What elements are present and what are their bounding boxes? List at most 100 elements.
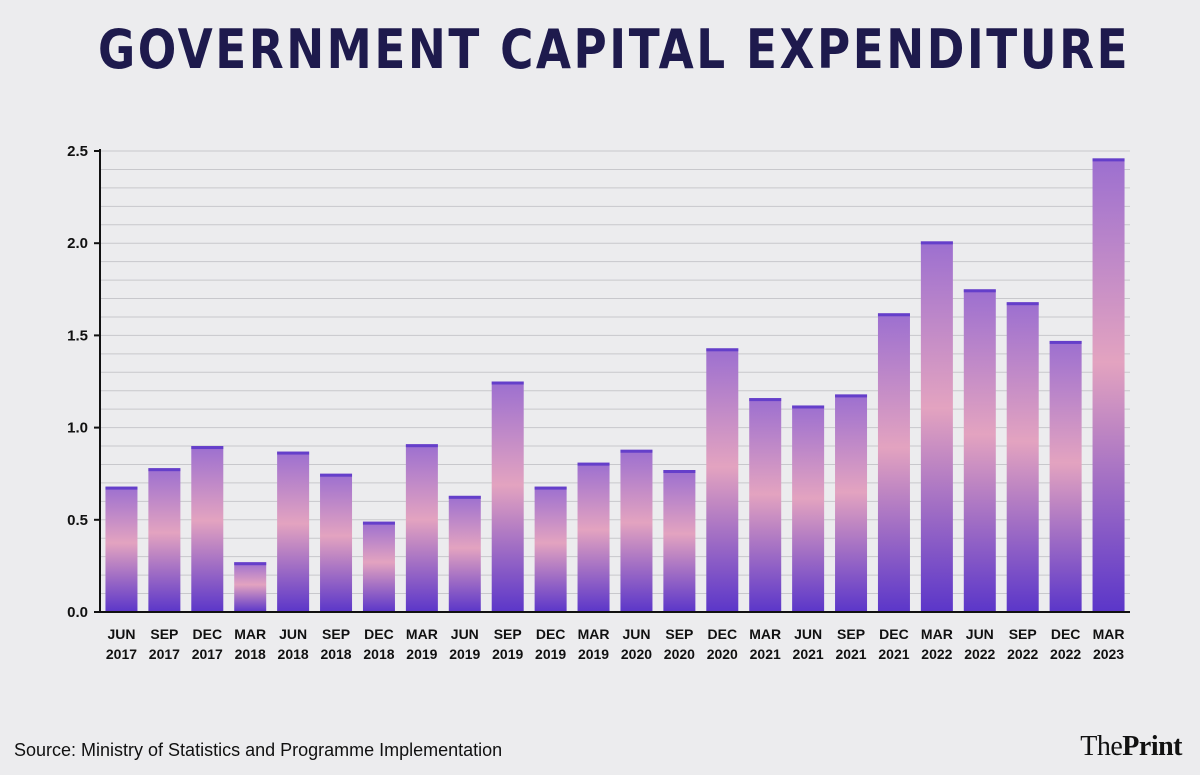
y-tick-label: 1.5 xyxy=(67,327,88,344)
bar-cap xyxy=(920,241,953,245)
x-tick-label-month: SEP xyxy=(665,626,693,642)
bar-cap xyxy=(749,398,782,402)
bar-cap xyxy=(877,313,910,317)
x-tick-label-month: MAR xyxy=(921,626,953,642)
x-tick-label-year: 2018 xyxy=(363,646,394,662)
x-tick-label-year: 2019 xyxy=(449,646,480,662)
x-tick-label-month: MAR xyxy=(578,626,610,642)
bar-cap xyxy=(448,495,481,499)
bar-cap xyxy=(491,381,524,385)
bar-cap xyxy=(320,473,353,477)
bar-cap xyxy=(792,405,825,409)
x-tick-label-year: 2021 xyxy=(835,646,866,662)
bar-cap xyxy=(148,468,181,472)
x-tick-label-year: 2018 xyxy=(278,646,309,662)
x-tick-label-month: MAR xyxy=(406,626,438,642)
x-tick-label-year: 2017 xyxy=(192,646,223,662)
bar xyxy=(877,313,910,612)
x-tick-label-year: 2017 xyxy=(149,646,180,662)
bar xyxy=(405,444,438,612)
bar xyxy=(963,289,996,612)
bar xyxy=(706,348,739,612)
bar xyxy=(191,446,224,612)
bar xyxy=(1092,158,1125,612)
x-tick-label-year: 2023 xyxy=(1093,646,1124,662)
brand-prefix: The xyxy=(1080,731,1123,762)
bar xyxy=(663,470,696,612)
bar xyxy=(448,495,481,612)
bar xyxy=(577,462,610,612)
bar-cap xyxy=(277,451,310,455)
chart-title: GOVERNMENT CAPITAL EXPENDITURE xyxy=(98,18,1131,81)
brand-logo: ThePrint xyxy=(1080,731,1182,763)
x-tick-label-month: JUN xyxy=(107,626,135,642)
x-tick-label-month: JUN xyxy=(279,626,307,642)
brand-main: Print xyxy=(1122,731,1182,762)
x-tick-label-year: 2019 xyxy=(578,646,609,662)
tick-labels: 0.0 0.5 1.0 1.5 2.0 2.5 JUN 2017 SEP 2017 DEC 2017 M… xyxy=(67,143,1124,662)
y-tick-label: 1.0 xyxy=(67,420,88,437)
bar xyxy=(835,394,868,612)
bar-cap xyxy=(405,444,438,448)
x-tick-label-month: MAR xyxy=(1093,626,1125,642)
gridlines xyxy=(100,150,1130,613)
bar-cap xyxy=(534,486,567,490)
x-tick-label-year: 2022 xyxy=(964,646,995,662)
x-tick-label-month: JUN xyxy=(451,626,479,642)
bar xyxy=(105,486,138,612)
x-tick-label-year: 2022 xyxy=(1050,646,1081,662)
x-tick-label-year: 2020 xyxy=(707,646,738,662)
x-tick-label-month: SEP xyxy=(494,626,522,642)
bar-cap xyxy=(105,486,138,490)
bar xyxy=(277,451,310,612)
x-tick-label-year: 2020 xyxy=(621,646,652,662)
bars xyxy=(105,158,1125,612)
bar xyxy=(620,449,653,612)
bar xyxy=(1006,302,1039,612)
x-tick-label-year: 2022 xyxy=(1007,646,1038,662)
x-tick-label-year: 2019 xyxy=(535,646,566,662)
x-tick-label-month: JUN xyxy=(794,626,822,642)
bar-cap xyxy=(362,521,395,525)
y-tick-label: 0.5 xyxy=(67,512,88,529)
x-tick-label-month: DEC xyxy=(708,626,738,642)
bar-cap xyxy=(1006,302,1039,306)
bar xyxy=(920,241,953,612)
bar xyxy=(792,405,825,612)
x-tick-label-month: DEC xyxy=(1051,626,1081,642)
x-tick-label-month: SEP xyxy=(1009,626,1037,642)
x-tick-label-year: 2020 xyxy=(664,646,695,662)
x-tick-label-year: 2022 xyxy=(921,646,952,662)
bar xyxy=(1049,340,1082,612)
bar-cap xyxy=(191,446,224,450)
bar xyxy=(320,473,353,612)
bar-cap xyxy=(234,562,267,566)
x-tick-label-month: DEC xyxy=(536,626,566,642)
y-tick-label: 2.5 xyxy=(67,143,88,160)
bar xyxy=(362,521,395,612)
x-tick-label-year: 2021 xyxy=(750,646,781,662)
y-tick-label: 2.0 xyxy=(67,235,88,252)
bar xyxy=(148,468,181,612)
bar xyxy=(491,381,524,612)
bar xyxy=(749,398,782,612)
x-tick-label-year: 2018 xyxy=(320,646,351,662)
x-tick-label-month: MAR xyxy=(234,626,266,642)
x-tick-label-month: DEC xyxy=(364,626,394,642)
bar-cap xyxy=(963,289,996,293)
x-tick-label-month: MAR xyxy=(749,626,781,642)
x-tick-label-month: SEP xyxy=(150,626,178,642)
bar-cap xyxy=(620,449,653,453)
bar-cap xyxy=(706,348,739,352)
x-tick-label-year: 2019 xyxy=(406,646,437,662)
x-tick-label-year: 2017 xyxy=(106,646,137,662)
source-note: Source: Ministry of Statistics and Progr… xyxy=(14,740,503,760)
x-tick-label-month: JUN xyxy=(622,626,650,642)
x-tick-label-month: DEC xyxy=(879,626,909,642)
x-tick-label-year: 2019 xyxy=(492,646,523,662)
bar-cap xyxy=(1049,340,1082,344)
bar-cap xyxy=(1092,158,1125,162)
y-tick-label: 0.0 xyxy=(67,604,88,621)
bar xyxy=(234,562,267,612)
